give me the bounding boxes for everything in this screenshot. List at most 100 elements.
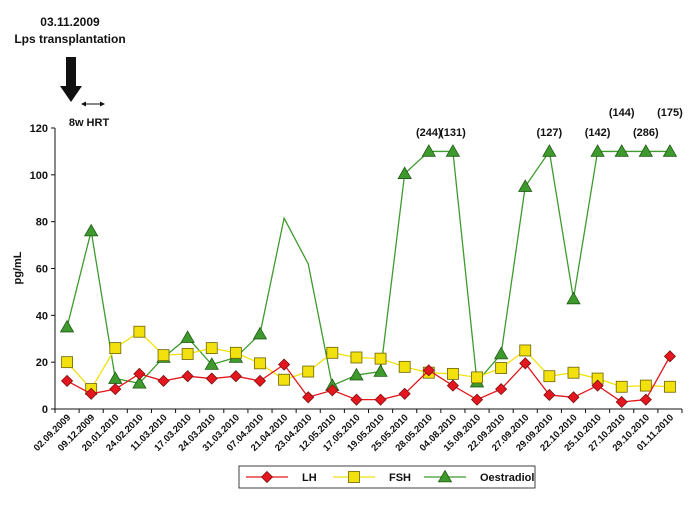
hrt-duration-arrow-icon	[81, 101, 105, 107]
data-point-lh	[639, 393, 652, 406]
data-point-oestradiol	[83, 223, 99, 237]
data-point-lh	[326, 384, 339, 397]
data-point-oestradiol	[638, 144, 654, 157]
data-point-lh	[253, 374, 267, 387]
data-point-oestradiol	[397, 166, 412, 179]
data-point-fsh	[615, 380, 628, 393]
series-layer	[59, 144, 678, 409]
data-point-lh	[302, 391, 315, 404]
legend-marker-lh	[260, 470, 274, 484]
data-point-fsh	[639, 379, 652, 392]
data-point-lh	[422, 364, 435, 377]
data-point-oestradiol	[421, 144, 436, 157]
legend-box	[238, 465, 536, 489]
data-point-lh	[519, 357, 532, 370]
annotation-date: 03.11.2009	[40, 15, 100, 29]
data-point-oestradiol	[59, 319, 75, 333]
y-tick-label: 60	[36, 264, 48, 276]
data-point-fsh	[302, 365, 315, 378]
data-point-lh	[591, 379, 604, 392]
data-point-oestradiol	[662, 144, 678, 157]
data-point-fsh	[350, 351, 363, 364]
data-point-lh	[157, 374, 170, 387]
data-point-lh	[133, 367, 146, 380]
data-point-fsh	[109, 342, 122, 355]
data-point-lh	[85, 387, 98, 400]
value-label: (144)	[609, 107, 635, 119]
data-point-lh	[567, 391, 580, 404]
series-lh	[60, 350, 677, 409]
value-label: (286)	[633, 127, 659, 139]
data-point-lh	[60, 374, 74, 387]
y-tick-label: 120	[30, 123, 48, 135]
data-point-oestradiol	[518, 179, 533, 192]
legend-label-oestradiol: Oestradiol	[480, 472, 534, 484]
data-point-oestradiol	[542, 144, 557, 157]
data-point-lh	[398, 387, 411, 400]
data-point-fsh	[495, 362, 508, 374]
data-point-oestradiol	[204, 357, 219, 370]
series-line-oestradiol	[66, 149, 670, 387]
data-point-lh	[663, 350, 677, 363]
data-point-fsh	[664, 380, 676, 393]
data-point-fsh	[543, 370, 556, 383]
value-label: (244)	[416, 127, 442, 139]
legend-marker-fsh	[348, 471, 360, 483]
series-oestradiol	[59, 144, 678, 391]
y-tick-label: 20	[36, 357, 48, 369]
transplant-arrow-icon	[60, 57, 82, 102]
series-line-fsh	[66, 330, 670, 391]
value-label: (142)	[585, 127, 611, 139]
data-point-lh	[350, 393, 363, 406]
data-point-lh	[278, 358, 291, 371]
value-label: (127)	[537, 127, 563, 139]
data-point-fsh	[254, 357, 266, 370]
data-point-oestradiol	[614, 144, 629, 157]
value-label: (175)	[657, 107, 683, 119]
data-point-oestradiol	[373, 364, 388, 377]
legend: LH FSH Oestradiol	[238, 465, 536, 489]
data-point-fsh	[326, 346, 339, 359]
data-point-fsh	[398, 360, 411, 373]
y-axis-label: pg/mL	[12, 251, 24, 284]
data-point-oestradiol	[590, 144, 605, 157]
data-point-lh	[229, 370, 242, 383]
data-point-lh	[374, 393, 387, 406]
data-point-lh	[205, 372, 218, 385]
y-tick-label: 0	[42, 404, 48, 416]
data-point-fsh	[519, 344, 532, 357]
data-point-lh	[181, 370, 194, 383]
data-point-oestradiol	[108, 371, 123, 384]
legend-label-fsh: FSH	[389, 472, 411, 484]
data-point-lh	[109, 383, 122, 396]
data-point-fsh	[157, 349, 170, 362]
data-point-lh	[543, 388, 556, 402]
data-point-oestradiol	[180, 330, 195, 343]
series-fsh	[61, 325, 676, 395]
data-point-fsh	[229, 346, 242, 359]
y-tick-label: 80	[36, 217, 48, 229]
data-point-fsh	[205, 342, 218, 355]
legend-label-lh: LH	[302, 472, 317, 484]
data-point-oestradiol	[252, 326, 268, 340]
value-label: (131)	[440, 127, 466, 139]
data-point-lh	[495, 383, 508, 396]
data-point-fsh	[447, 367, 459, 380]
data-point-oestradiol	[445, 144, 461, 157]
y-tick-label: 40	[36, 310, 48, 322]
data-point-fsh	[374, 352, 387, 365]
annotation-event: Lps transplantation	[14, 32, 125, 46]
data-point-oestradiol	[349, 367, 364, 381]
legend-marker-oestradiol	[437, 469, 453, 483]
data-point-fsh	[133, 325, 146, 338]
data-point-lh	[446, 379, 459, 392]
data-point-oestradiol	[566, 291, 581, 305]
data-point-lh	[615, 395, 628, 409]
annotation-hrt-label: 8w HRT	[69, 117, 110, 129]
data-point-fsh	[181, 348, 194, 360]
data-point-fsh	[471, 371, 483, 384]
data-point-fsh	[278, 373, 290, 386]
value-labels: (244)(131) (127) (142) (144) (286) (175)	[416, 107, 683, 139]
y-tick-label: 100	[30, 170, 48, 182]
